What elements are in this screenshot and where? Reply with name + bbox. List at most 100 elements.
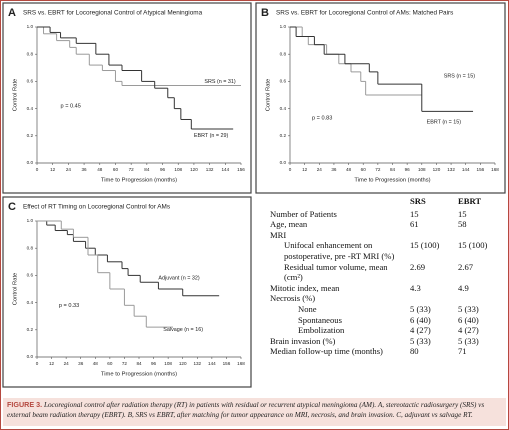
caption-text: Locoregional control after radiation the… <box>7 401 485 419</box>
y-axis-label: Control Rate <box>266 79 272 112</box>
table-row: Unifocal enhancement on postoperative, p… <box>268 240 504 261</box>
table-row: Spontaneous 6 (40) 6 (40) <box>268 315 504 326</box>
header-cell <box>268 196 408 209</box>
panel-border <box>255 2 506 194</box>
row-value <box>456 293 504 304</box>
x-tick-label: 156 <box>237 167 245 172</box>
row-value: 4 (27) <box>410 325 431 336</box>
x-tick-label: 120 <box>433 167 441 172</box>
x-tick-label: 108 <box>164 361 172 366</box>
row-value: 2.67 <box>458 261 474 272</box>
row-label: Spontaneous <box>298 314 342 325</box>
p-value: p = 0.33 <box>59 303 79 309</box>
x-tick-label: 96 <box>160 167 166 172</box>
y-tick-label: 0.0 <box>27 160 34 165</box>
row-value: 4 (27) <box>458 325 479 336</box>
row-value: 80 <box>410 346 419 357</box>
y-tick-label: 0.8 <box>280 51 287 56</box>
table-row: Embolization 4 (27) 4 (27) <box>268 325 504 336</box>
x-tick-label: 156 <box>477 167 485 172</box>
series-label: EBRT (n = 15) <box>427 120 462 126</box>
x-tick-label: 84 <box>136 361 142 366</box>
x-tick-label: 120 <box>179 361 187 366</box>
patient-table: SRS EBRT Number of Patients 15 15 Age, mean… <box>268 196 504 357</box>
row-label: MRI <box>270 229 287 240</box>
x-tick-label: 96 <box>151 361 157 366</box>
x-tick-label: 12 <box>302 167 308 172</box>
row-value: 6 (40) <box>410 314 431 325</box>
y-tick-label: 1.0 <box>27 24 34 29</box>
y-tick-label: 0.6 <box>27 273 34 278</box>
row-label: Unifocal enhancement on postoperative, p… <box>284 240 395 261</box>
panel-border <box>2 196 252 388</box>
y-tick-label: 0.8 <box>27 245 34 250</box>
row-value: 15 <box>410 208 419 219</box>
y-tick-label: 0.4 <box>27 106 34 111</box>
x-tick-label: 0 <box>289 167 292 172</box>
table-header: SRS EBRT <box>268 196 504 209</box>
row-label: Embolization <box>298 325 345 336</box>
panel-border <box>2 2 252 194</box>
x-axis-label: Time to Progression (months) <box>101 178 177 184</box>
row-value: 5 (33) <box>410 303 431 314</box>
p-value: p = 0.45 <box>61 103 81 109</box>
y-tick-label: 0.8 <box>27 51 34 56</box>
table-body: Number of Patients 15 15 Age, mean 61 58 MRI Un… <box>268 209 504 357</box>
caption-label: FIGURE 3. <box>7 400 43 409</box>
x-tick-label: 60 <box>113 167 119 172</box>
row-value: 15 <box>458 208 467 219</box>
series-label: Adjuvant (n = 32) <box>158 276 199 282</box>
x-tick-label: 132 <box>447 167 455 172</box>
y-tick-label: 0.2 <box>27 133 34 138</box>
table-row: MRI <box>268 230 504 241</box>
panel-letter: C <box>8 201 16 213</box>
row-value: 58 <box>458 219 467 230</box>
y-axis-label: Control Rate <box>13 79 19 112</box>
x-tick-label: 156 <box>223 361 231 366</box>
x-tick-label: 168 <box>237 361 245 366</box>
x-tick-label: 36 <box>78 361 84 366</box>
panel-title: SRS vs. EBRT for Locoregional Control of… <box>276 10 453 17</box>
row-value: 4.3 <box>410 282 421 293</box>
x-tick-label: 48 <box>346 167 352 172</box>
row-label: Residual tumor volume, mean (cm²) <box>284 261 388 283</box>
x-tick-label: 132 <box>193 361 201 366</box>
row-value: 4.9 <box>458 282 469 293</box>
row-label: None <box>298 303 317 314</box>
y-tick-label: 0.6 <box>280 79 287 84</box>
x-tick-label: 48 <box>93 361 99 366</box>
x-tick-label: 0 <box>36 361 39 366</box>
panel-title: Effect of RT Timing on Locoregional Cont… <box>23 204 170 211</box>
x-tick-label: 24 <box>66 167 72 172</box>
y-tick-label: 0.0 <box>280 160 287 165</box>
row-label: Brain invasion (%) <box>270 335 336 346</box>
y-tick-label: 0.4 <box>280 106 287 111</box>
row-value: 6 (40) <box>458 314 479 325</box>
row-label: Median follow-up time (months) <box>270 346 383 357</box>
figure-panels: A SRS vs. EBRT for Locoregional Control o… <box>2 2 506 388</box>
row-value <box>408 293 456 304</box>
p-value: p = 0.83 <box>312 116 332 122</box>
header-cell: SRS <box>410 196 426 206</box>
row-value: 15 (100) <box>458 240 488 251</box>
row-label: Age, mean <box>270 219 308 230</box>
x-tick-label: 0 <box>36 167 39 172</box>
table-row: Residual tumor volume, mean (cm²) 2.69 2.6… <box>268 262 504 283</box>
series-label: EBRT (n = 29) <box>194 133 229 139</box>
panel-letter: B <box>261 7 269 19</box>
x-tick-label: 168 <box>491 167 499 172</box>
x-tick-label: 132 <box>206 167 214 172</box>
row-value: 61 <box>410 219 419 230</box>
table-row: Number of Patients 15 15 <box>268 209 504 220</box>
row-value: 71 <box>458 346 467 357</box>
x-tick-label: 108 <box>174 167 182 172</box>
y-tick-label: 0.2 <box>280 133 287 138</box>
x-tick-label: 108 <box>418 167 426 172</box>
y-tick-label: 1.0 <box>27 218 34 223</box>
x-tick-label: 24 <box>317 167 323 172</box>
x-axis-label: Time to Progression (months) <box>354 178 430 184</box>
row-value <box>456 230 504 241</box>
table-row: None 5 (33) 5 (33) <box>268 304 504 315</box>
panel-title: SRS vs. EBRT for Locoregional Control of… <box>23 10 203 17</box>
